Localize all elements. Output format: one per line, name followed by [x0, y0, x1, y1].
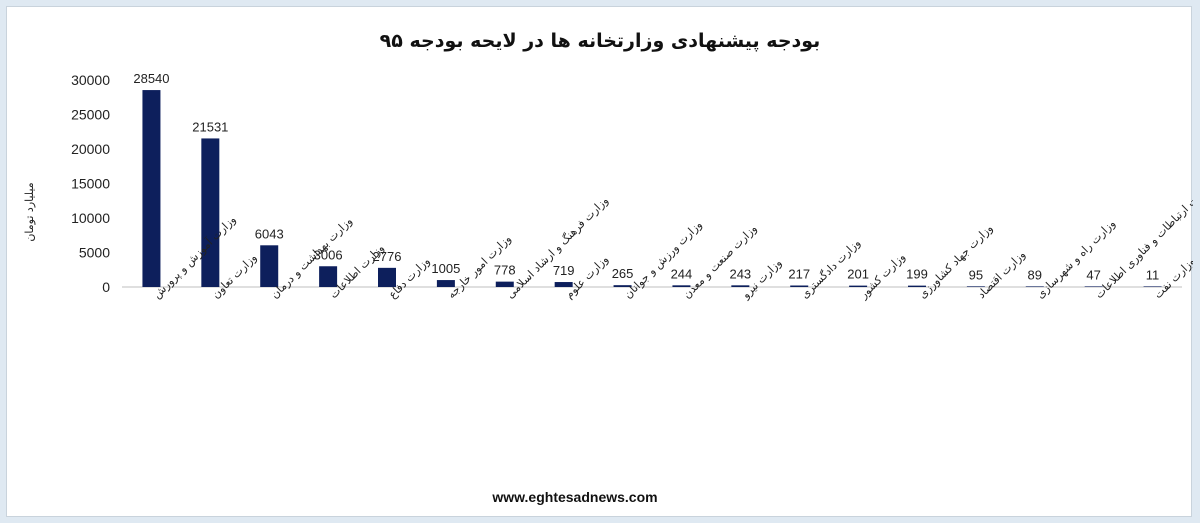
y-tick-label: 30000	[71, 72, 110, 88]
y-tick-label: 10000	[71, 210, 110, 226]
source-footer: www.eghtesadnews.com	[491, 489, 657, 505]
data-label: 21531	[192, 119, 228, 134]
bar	[436, 280, 455, 287]
bar	[849, 285, 868, 287]
y-axis-label: میلیارد تومان	[23, 182, 36, 241]
bar	[142, 90, 161, 287]
bar	[201, 138, 220, 287]
data-label: 243	[729, 266, 751, 281]
data-label: 11	[1146, 267, 1160, 282]
bar	[378, 267, 396, 287]
bar	[1084, 286, 1103, 287]
chart-frame: بودجه پیشنهادی وزارتخانه ها در لایحه بود…	[6, 6, 1193, 517]
data-label: 778	[494, 263, 516, 278]
data-label: 2776	[373, 249, 402, 264]
data-label: 95	[969, 267, 983, 282]
y-tick-label: 5000	[79, 245, 110, 261]
bar	[1025, 286, 1044, 287]
bar	[908, 285, 926, 287]
bar	[613, 285, 632, 287]
data-labels: 28540 21531 6043 3006 2776 1005 778 719 265 244 24…	[133, 71, 1159, 282]
bar	[495, 281, 514, 287]
data-label: 217	[788, 267, 810, 282]
y-tick-label: 25000	[71, 107, 110, 123]
data-label: 1005	[431, 261, 460, 276]
y-tick-label: 20000	[71, 141, 110, 157]
chart-title: بودجه پیشنهادی وزارتخانه ها در لایحه بود…	[380, 30, 821, 52]
data-label: 199	[906, 267, 928, 282]
bar	[554, 282, 573, 287]
bars	[142, 90, 1162, 287]
data-label: 28540	[133, 71, 169, 86]
data-label: 244	[671, 266, 693, 281]
data-label: 3006	[314, 247, 343, 262]
data-label: 719	[553, 263, 575, 278]
bar	[260, 245, 279, 287]
bar	[966, 286, 985, 287]
data-label: 265	[612, 266, 634, 281]
data-label: 89	[1028, 267, 1042, 282]
y-tick-label: 15000	[71, 176, 110, 192]
data-label: 6043	[255, 226, 284, 241]
bar	[319, 266, 338, 287]
bar-chart: بودجه پیشنهادی وزارتخانه ها در لایحه بود…	[23, 30, 1193, 505]
bar	[672, 285, 691, 287]
bar	[1143, 286, 1162, 287]
y-tick-label: 0	[102, 279, 110, 295]
data-label: 47	[1086, 267, 1100, 282]
y-axis: 0 5000 10000 15000 20000 25000 30000	[71, 72, 110, 295]
bar	[790, 285, 809, 287]
data-label: 201	[847, 267, 869, 282]
bar	[731, 285, 750, 287]
